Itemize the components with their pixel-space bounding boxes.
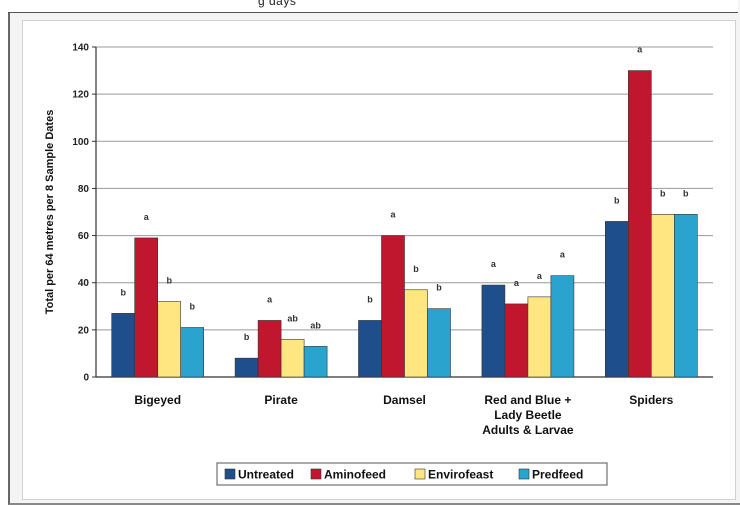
bar: [404, 289, 428, 378]
bar: [550, 275, 575, 378]
significance-letter: a: [390, 210, 396, 220]
significance-letter: b: [367, 294, 373, 304]
significance-letter: a: [560, 250, 566, 260]
bar: [481, 284, 506, 378]
legend-label: Predfeed: [532, 468, 583, 482]
legend-swatch: [310, 468, 322, 480]
y-tick-label: 0: [83, 373, 89, 384]
x-category-label: Bigeyed: [134, 393, 181, 407]
x-category-label: Damsel: [383, 393, 426, 407]
y-tick-label: 120: [72, 90, 89, 101]
significance-letter: b: [120, 287, 126, 297]
y-tick-label: 140: [72, 43, 89, 54]
bar: [673, 214, 698, 378]
significance-letter: b: [683, 188, 689, 198]
significance-letter: a: [537, 271, 543, 281]
header-fragment: g days: [258, 0, 297, 8]
bar: [627, 70, 652, 378]
significance-letter: b: [660, 188, 666, 198]
y-tick-label: 60: [78, 231, 90, 242]
bar: [234, 357, 259, 378]
bar: [381, 235, 405, 378]
bar: [111, 313, 135, 378]
significance-letter: a: [491, 259, 497, 269]
significance-letter: b: [166, 276, 172, 286]
x-category-label: Red and Blue +: [484, 393, 571, 407]
bar: [180, 327, 204, 378]
bar: [358, 320, 382, 378]
x-category-label: Adults & Larvae: [482, 423, 574, 437]
legend-swatch: [518, 468, 530, 480]
legend-label: Envirofeast: [428, 468, 493, 482]
y-axis-title: Total per 64 metres per 8 Sample Dates: [44, 110, 56, 315]
y-tick-label: 40: [78, 278, 90, 289]
chart-panel: 0 20 40 60 80 100 120 140 Total per 64 metres pe…: [22, 20, 736, 500]
legend-label: Untreated: [238, 468, 294, 482]
x-category-label: Lady Beetle: [494, 408, 562, 422]
bar: [134, 237, 158, 378]
significance-letter: a: [514, 278, 520, 288]
significance-letter: ab: [287, 313, 298, 323]
bar: [303, 346, 328, 378]
y-tick-label: 80: [78, 184, 90, 195]
bar: [427, 308, 451, 378]
significance-letter: b: [189, 302, 195, 312]
top-strip: g days: [8, 0, 738, 13]
x-category-label: Spiders: [629, 393, 673, 407]
significance-letter: a: [637, 45, 643, 55]
x-category-label: Pirate: [264, 393, 298, 407]
legend-box: [216, 462, 608, 486]
significance-letter: a: [267, 294, 273, 304]
legend-label: Aminofeed: [324, 468, 386, 482]
y-tick-label: 20: [78, 325, 90, 336]
significance-letter: b: [244, 332, 250, 342]
legend-swatch: [224, 468, 236, 480]
significance-letter: ab: [310, 320, 321, 330]
chart: 0 20 40 60 80 100 120 140 Total per 64 metres pe…: [44, 43, 713, 486]
legend-swatch: [414, 468, 426, 480]
bar: [257, 320, 282, 378]
bar: [280, 338, 305, 378]
bar: [157, 301, 181, 378]
bar: [650, 214, 675, 378]
significance-letter: b: [436, 283, 442, 293]
bar: [604, 221, 629, 378]
significance-letter: b: [413, 264, 419, 274]
bar: [527, 296, 552, 378]
significance-letter: a: [144, 212, 150, 222]
bar: [504, 303, 529, 378]
significance-letter: b: [614, 195, 620, 205]
y-tick-label: 100: [72, 137, 89, 148]
